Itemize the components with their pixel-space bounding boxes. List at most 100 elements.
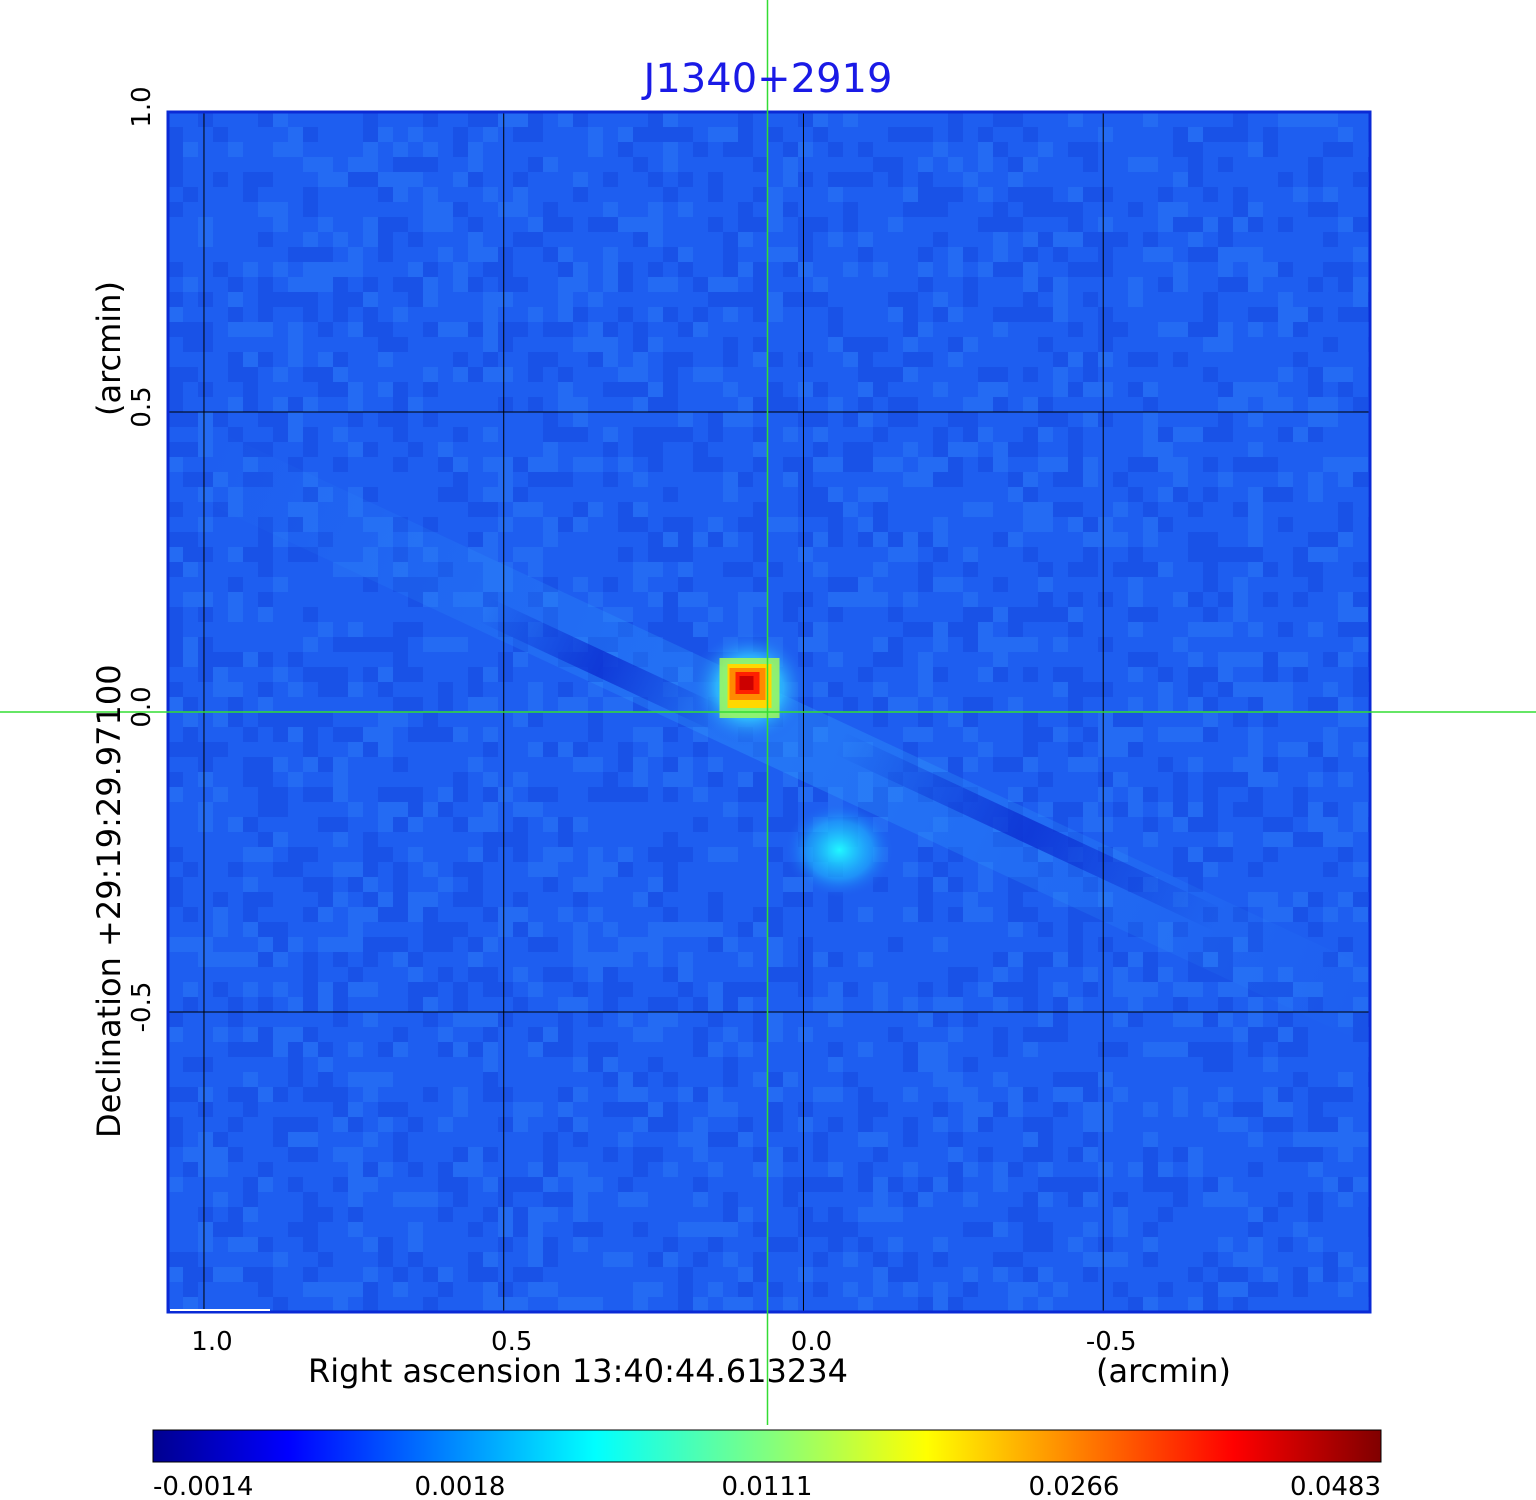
- primary-source: [689, 630, 810, 746]
- noise-cell: [378, 1102, 393, 1117]
- noise-cell: [288, 1177, 303, 1192]
- noise-cell: [303, 742, 318, 757]
- noise-cell: [1023, 487, 1038, 502]
- noise-cell: [1008, 217, 1023, 232]
- noise-cell: [828, 997, 843, 1012]
- noise-cell: [873, 982, 888, 997]
- noise-cell: [1233, 112, 1248, 127]
- noise-cell: [528, 1237, 543, 1252]
- noise-cell: [618, 142, 633, 157]
- noise-cell: [1113, 1282, 1128, 1297]
- noise-cell: [1023, 262, 1038, 277]
- noise-cell: [573, 742, 588, 757]
- noise-cell: [1263, 562, 1278, 577]
- noise-cell: [858, 1102, 873, 1117]
- noise-cell: [1098, 637, 1113, 652]
- noise-cell: [768, 127, 783, 142]
- noise-cell: [1008, 1087, 1023, 1102]
- noise-cell: [1173, 262, 1188, 277]
- noise-cell: [438, 877, 453, 892]
- noise-cell: [1143, 1297, 1158, 1312]
- noise-cell: [183, 652, 198, 667]
- noise-cell: [1218, 1087, 1233, 1102]
- noise-cell: [618, 262, 633, 277]
- noise-cell: [1083, 472, 1098, 487]
- noise-cell: [618, 217, 633, 232]
- noise-cell: [978, 382, 993, 397]
- noise-cell: [1188, 1042, 1203, 1057]
- noise-cell: [1278, 1027, 1293, 1042]
- noise-cell: [438, 1027, 453, 1042]
- noise-cell: [303, 1222, 318, 1237]
- noise-cell: [333, 457, 348, 472]
- noise-cell: [573, 952, 588, 967]
- noise-cell: [1038, 607, 1053, 622]
- noise-cell: [1203, 667, 1218, 682]
- noise-cell: [1023, 292, 1038, 307]
- noise-cell: [753, 427, 768, 442]
- noise-cell: [1248, 1012, 1263, 1027]
- noise-cell: [198, 772, 213, 787]
- noise-cell: [603, 922, 618, 937]
- noise-cell: [363, 232, 378, 247]
- noise-cell: [543, 847, 558, 862]
- noise-cell: [273, 412, 288, 427]
- noise-cell: [1008, 907, 1023, 922]
- noise-cell: [963, 277, 978, 292]
- noise-cell: [1218, 472, 1233, 487]
- noise-cell: [843, 442, 858, 457]
- noise-cell: [1038, 577, 1053, 592]
- noise-cell: [363, 1087, 378, 1102]
- noise-cell: [378, 172, 393, 187]
- noise-cell: [1173, 1012, 1188, 1027]
- noise-cell: [408, 1252, 423, 1267]
- noise-cell: [588, 337, 603, 352]
- noise-cell: [1083, 967, 1098, 982]
- noise-cell: [513, 802, 528, 817]
- noise-cell: [408, 622, 423, 637]
- noise-cell: [1023, 742, 1038, 757]
- noise-cell: [1308, 562, 1323, 577]
- noise-cell: [798, 472, 813, 487]
- noise-cell: [1143, 982, 1158, 997]
- noise-cell: [1143, 397, 1158, 412]
- noise-cell: [1263, 262, 1278, 277]
- noise-cell: [348, 1042, 363, 1057]
- noise-cell: [1113, 532, 1128, 547]
- noise-cell: [1083, 1222, 1098, 1237]
- noise-cell: [228, 952, 243, 967]
- noise-cell: [963, 427, 978, 442]
- noise-cell: [198, 382, 213, 397]
- noise-cell: [993, 202, 1008, 217]
- noise-cell: [1128, 787, 1143, 802]
- noise-cell: [1218, 397, 1233, 412]
- noise-cell: [1248, 277, 1263, 292]
- noise-cell: [948, 757, 963, 772]
- noise-cell: [1263, 307, 1278, 322]
- noise-cell: [1188, 322, 1203, 337]
- noise-cell: [1158, 187, 1173, 202]
- noise-cell: [288, 682, 303, 697]
- noise-cell: [228, 997, 243, 1012]
- noise-cell: [1188, 142, 1203, 157]
- noise-cell: [348, 742, 363, 757]
- noise-cell: [618, 127, 633, 142]
- noise-cell: [1263, 127, 1278, 142]
- noise-cell: [243, 1237, 258, 1252]
- noise-cell: [798, 637, 813, 652]
- noise-cell: [1068, 1192, 1083, 1207]
- noise-cell: [1083, 727, 1098, 742]
- noise-cell: [288, 847, 303, 862]
- noise-cell: [1023, 712, 1038, 727]
- noise-cell: [588, 457, 603, 472]
- noise-cell: [888, 532, 903, 547]
- noise-cell: [693, 637, 708, 652]
- noise-cell: [903, 1087, 918, 1102]
- noise-cell: [708, 457, 723, 472]
- noise-cell: [423, 727, 438, 742]
- noise-cell: [903, 1042, 918, 1057]
- noise-cell: [1308, 1147, 1323, 1162]
- noise-cell: [1248, 382, 1263, 397]
- noise-cell: [1248, 487, 1263, 502]
- noise-cell: [1143, 1237, 1158, 1252]
